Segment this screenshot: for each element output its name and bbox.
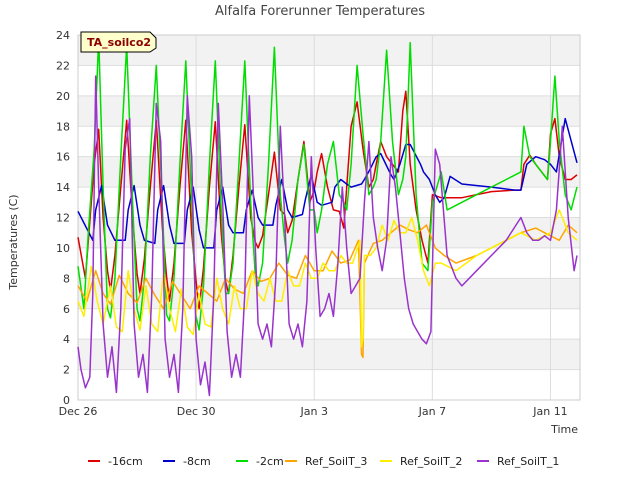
legend-label: -8cm (183, 455, 211, 468)
y-tick-label: 12 (56, 212, 70, 225)
band-2 (78, 339, 580, 370)
legend-label: -16cm (108, 455, 143, 468)
plot-frame (77, 34, 581, 401)
legend-item: -8cm (163, 455, 211, 468)
series-line--2cm (77, 37, 578, 331)
legend-label: Ref_SoilT_1 (497, 455, 559, 468)
legend-label: Ref_SoilT_3 (305, 455, 367, 468)
site-tag-label: TA_soilco2 (87, 36, 151, 49)
series-line-ref-soilt-2 (77, 209, 578, 348)
site-tag-box: TA_soilco2 (80, 31, 157, 53)
y-tick-label: 6 (63, 303, 70, 316)
x-axis-label: Time (550, 423, 578, 436)
band-8 (78, 247, 580, 279)
x-tick-label: Dec 26 (59, 405, 98, 418)
band-0 (78, 369, 580, 400)
y-axis-label: Temperatures (C) (7, 194, 20, 290)
series-line-ref-soilt-3 (77, 224, 578, 359)
x-tick-label: Dec 30 (177, 405, 216, 418)
y-tick-label: 2 (63, 364, 70, 377)
legend: -16cm -8cm -2cm Ref_SoilT_3 Ref_SoilT_2 Ref_S… (88, 455, 559, 468)
x-tick-label: Jan 7 (418, 405, 446, 418)
x-tick-label: Jan 11 (532, 405, 567, 418)
legend-item: Ref_SoilT_2 (380, 455, 462, 468)
legend-label: -2cm (256, 455, 284, 468)
x-tick-label: Jan 3 (300, 405, 328, 418)
series-lines (77, 37, 578, 397)
y-tick-label: 14 (56, 181, 70, 194)
y-tick-label: 18 (56, 120, 70, 133)
y-tick-label: 16 (56, 151, 70, 164)
y-tick-label: 0 (63, 394, 70, 407)
chart-title: Alfalfa Forerunner Temperatures (215, 4, 425, 19)
y-tick-label: 8 (63, 272, 70, 285)
plot-background-bands (78, 35, 580, 400)
legend-item: -16cm (88, 455, 143, 468)
band-4 (78, 308, 580, 340)
band-20 (78, 65, 580, 96)
y-tick-label: 22 (56, 59, 70, 72)
series-line--8cm (77, 117, 578, 249)
y-tick-label: 24 (56, 29, 70, 42)
y-tick-label: 20 (56, 90, 70, 103)
x-axis-ticks: Dec 26 Dec 30 Jan 3 Jan 7 Jan 11 (59, 405, 568, 418)
band-22 (78, 35, 580, 66)
y-tick-label: 4 (63, 333, 70, 346)
band-18 (78, 95, 580, 127)
legend-label: Ref_SoilT_2 (400, 455, 462, 468)
legend-item: Ref_SoilT_1 (477, 455, 559, 468)
legend-item: Ref_SoilT_3 (285, 455, 367, 468)
legend-item: -2cm (236, 455, 284, 468)
y-tick-label: 10 (56, 242, 70, 255)
series-line-ref-soilt-1 (77, 75, 578, 397)
